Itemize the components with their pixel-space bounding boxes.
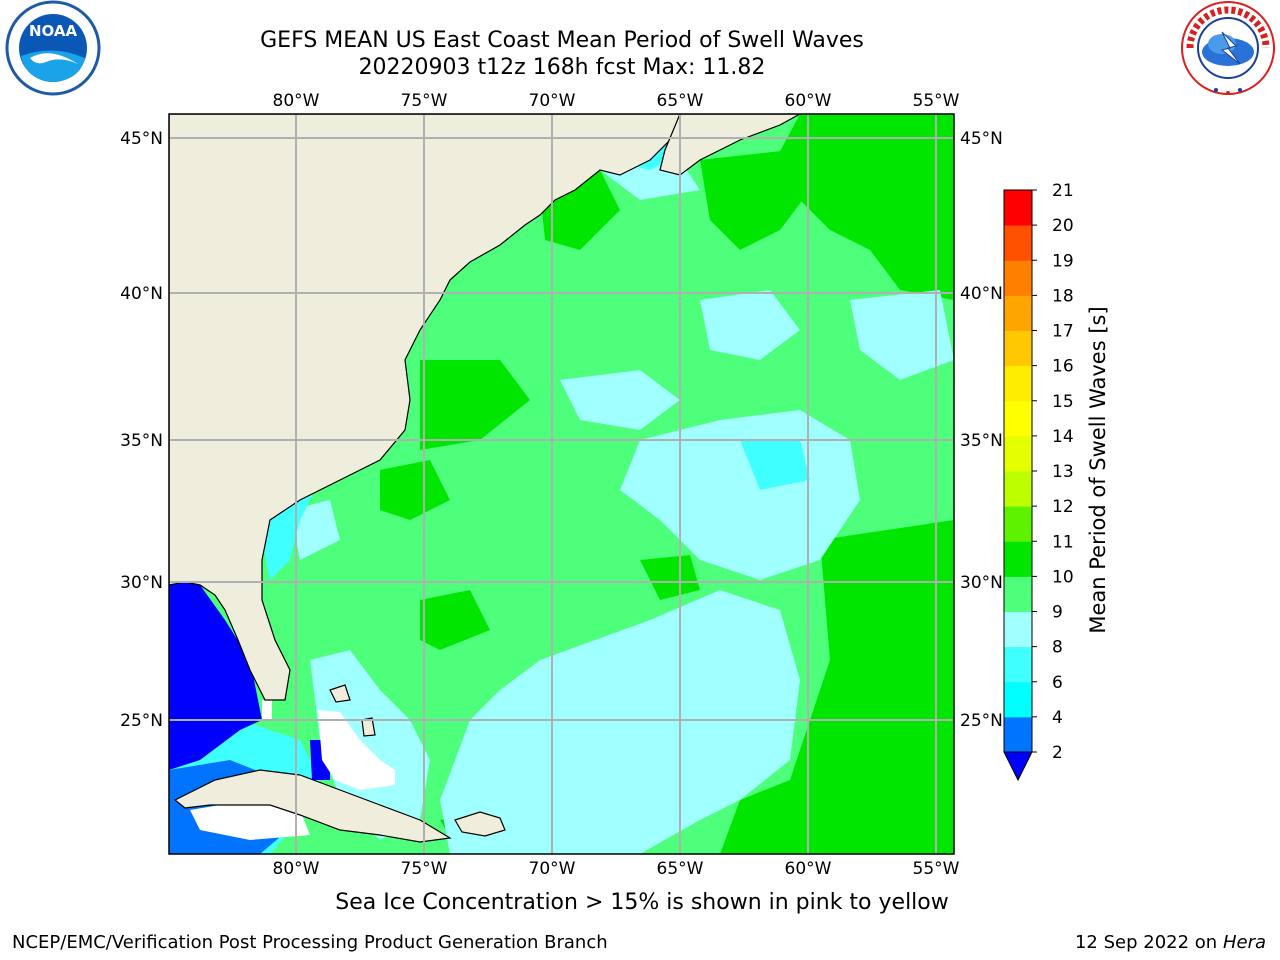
colorbar-tick-label: 18 (1052, 286, 1074, 306)
colorbar-tick-label: 10 (1052, 567, 1074, 587)
colorbar-tick-label: 6 (1052, 673, 1063, 693)
colorbar-tick-label: 12 (1052, 497, 1074, 517)
noaa-logo: NOAA (5, 0, 101, 96)
graticule (169, 114, 954, 854)
lon-label: 70°W (529, 91, 576, 111)
colorbar-tick-label: 14 (1052, 427, 1074, 447)
colorbar-tick-label: 4 (1052, 708, 1063, 728)
colorbar-segment (1004, 295, 1032, 331)
colorbar-tick-label: 13 (1052, 462, 1074, 482)
colorbar-segment (1004, 365, 1032, 402)
lon-label: 65°W (657, 91, 704, 111)
colorbar-under-triangle (1003, 751, 1033, 782)
map-frame (168, 113, 955, 855)
colorbar-segment (1004, 471, 1032, 507)
lon-label: 60°W (785, 91, 832, 111)
colorbar-segment (1004, 260, 1032, 296)
lat-label: 45°N (120, 129, 163, 149)
colorbar-tick-label: 15 (1052, 392, 1074, 412)
colorbar-segment (1004, 646, 1032, 683)
colorbar-segment (1004, 611, 1032, 648)
colorbar-tick-label: 2 (1052, 743, 1063, 763)
lon-labels-top: 80°W 75°W 70°W 65°W 60°W 55°W (273, 91, 960, 111)
colorbar-tick-label: 17 (1052, 322, 1074, 342)
lat-label: 25°N (120, 711, 163, 731)
lon-label: 55°W (913, 91, 960, 111)
credit-host: Hera (1222, 932, 1266, 953)
colorbar-tick-label: 11 (1052, 532, 1074, 552)
colorbar-segment (1004, 716, 1032, 753)
colorbar-tick-label: 8 (1052, 638, 1063, 658)
colorbar-label: Mean Period of Swell Waves [s] (1086, 306, 1110, 633)
lat-label: 45°N (960, 129, 1003, 149)
svg-text:NOAA: NOAA (29, 22, 78, 40)
colorbar-tick-label: 16 (1052, 357, 1074, 377)
colorbar-segment (1004, 400, 1032, 437)
colorbar-segment (1004, 681, 1032, 718)
colorbar-segment (1004, 576, 1032, 612)
lon-label: 65°W (657, 859, 704, 879)
lon-labels-bottom: 80°W 75°W 70°W 65°W 60°W 55°W (273, 859, 960, 879)
lon-label: 60°W (785, 859, 832, 879)
colorbar-segment (1004, 330, 1032, 367)
lon-label: 55°W (913, 859, 960, 879)
credit-right: 12 Sep 2022 on Hera (1075, 932, 1266, 953)
lon-label: 80°W (273, 859, 320, 879)
colorbar-tick-label: 21 (1052, 181, 1074, 201)
chart-title: GEFS MEAN US East Coast Mean Period of S… (260, 28, 864, 53)
lon-label: 80°W (273, 91, 320, 111)
lat-label: 30°N (960, 573, 1003, 593)
sea-ice-note: Sea Ice Concentration > 15% is shown in … (335, 890, 949, 915)
colorbar-segment (1004, 506, 1032, 542)
lat-label: 25°N (960, 711, 1003, 731)
colorbar-segment (1004, 541, 1032, 577)
lon-label: 75°W (401, 859, 448, 879)
lat-label: 35°N (960, 431, 1003, 451)
colorbar-segment (1004, 190, 1032, 226)
colorbar-tick-label: 9 (1052, 603, 1063, 623)
colorbar: 2 4 6 8 9 10 11 12 13 14 15 16 17 18 19 20 21 (1003, 181, 1074, 782)
lat-labels-right: 45°N 40°N 35°N 30°N 25°N (960, 129, 1003, 731)
colorbar-tick-label: 20 (1052, 216, 1074, 236)
lat-label: 40°N (120, 284, 163, 304)
lon-label: 70°W (529, 859, 576, 879)
lat-labels-left: 45°N 40°N 35°N 30°N 25°N (120, 129, 163, 731)
credit-date: 12 Sep 2022 on (1074, 932, 1218, 953)
lon-label: 75°W (401, 91, 448, 111)
colorbar-tick-label: 19 (1052, 251, 1074, 271)
lat-label: 30°N (120, 573, 163, 593)
map-area (169, 114, 954, 854)
colorbar-segment (1004, 435, 1032, 472)
colorbar-segment (1004, 225, 1032, 261)
no-data-areas (190, 700, 395, 840)
lat-label: 40°N (960, 284, 1003, 304)
nws-logo (1181, 1, 1275, 95)
chart-subtitle: 20220903 t12z 168h fcst Max: 11.82 (358, 55, 766, 80)
lat-label: 35°N (120, 431, 163, 451)
credit-left: NCEP/EMC/Verification Post Processing Pr… (12, 932, 608, 953)
